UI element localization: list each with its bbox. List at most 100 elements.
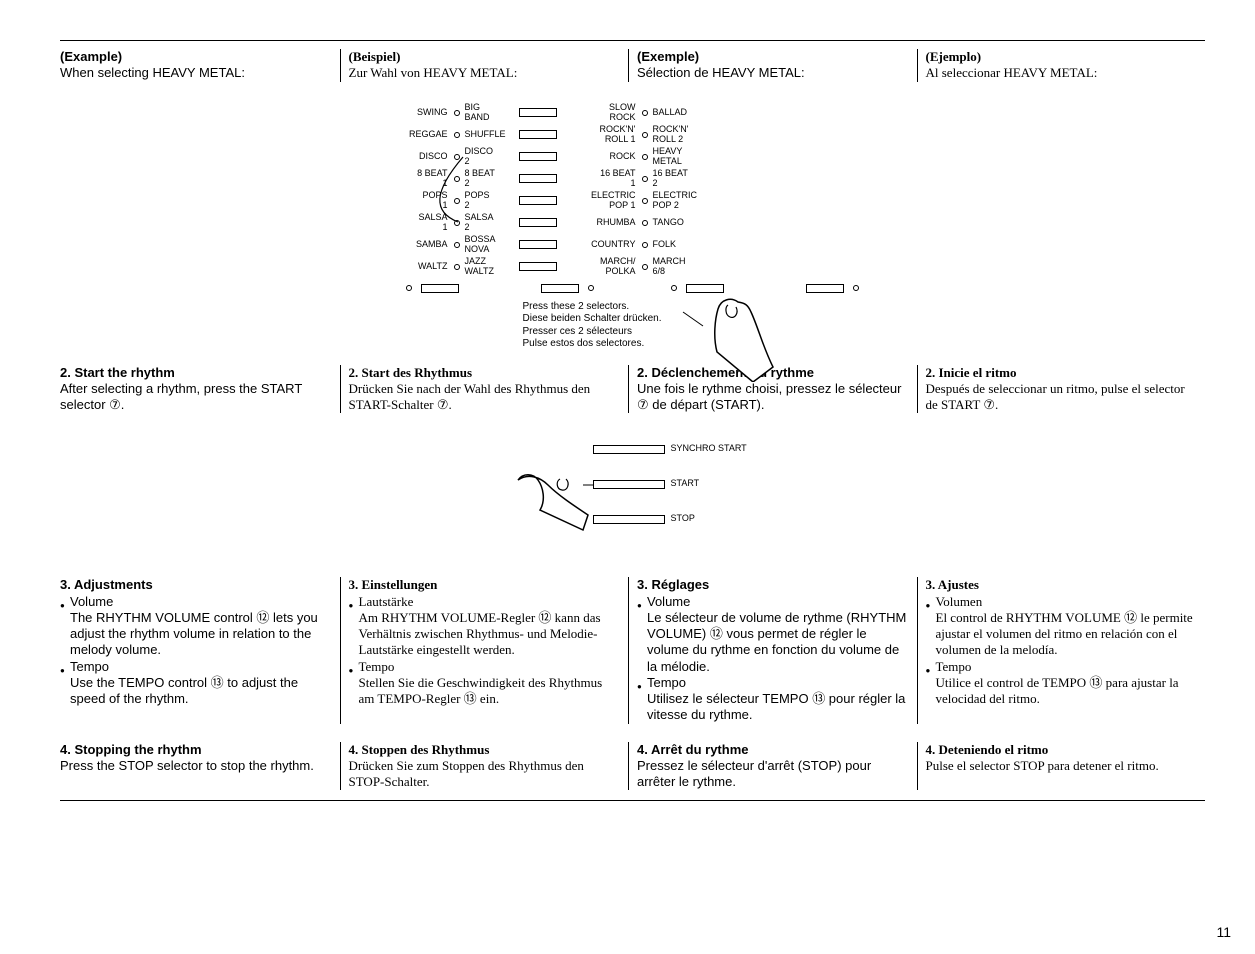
led-icon bbox=[454, 176, 460, 182]
example-head-fr: (Exemple) bbox=[637, 49, 909, 65]
rhythm-label: 16 BEAT 2 bbox=[651, 169, 701, 188]
example-sub-de: Zur Wahl von HEAVY METAL: bbox=[349, 65, 621, 81]
stop-label: STOP bbox=[671, 513, 695, 523]
vol-text: The RHYTHM VOLUME control ⑫ lets you adj… bbox=[60, 610, 332, 659]
step4-head: 4. Deteniendo el ritmo bbox=[926, 742, 1198, 758]
rhythm-label: SHUFFLE bbox=[463, 130, 513, 139]
rhythm-label: ROCK'N' ROLL 1 bbox=[591, 125, 639, 144]
bullet-icon bbox=[60, 594, 70, 610]
selector-button[interactable] bbox=[519, 196, 557, 205]
col-de: 3. Einstellungen Lautstärke Am RHYTHM VO… bbox=[340, 577, 629, 723]
col-fr: 4. Arrêt du rythme Pressez le sélecteur … bbox=[628, 742, 917, 791]
selector-button[interactable] bbox=[421, 284, 459, 293]
rhythm-label: ELECTRIC POP 2 bbox=[651, 191, 701, 210]
start-button[interactable] bbox=[593, 480, 665, 489]
led-icon bbox=[671, 285, 677, 291]
step2-text-de: Drücken Sie nach der Wahl des Rhythmus d… bbox=[349, 381, 621, 414]
rhythm-label: SWING bbox=[403, 108, 451, 117]
step3-row: 3. Adjustments Volume The RHYTHM VOLUME … bbox=[60, 577, 1205, 723]
led-icon bbox=[642, 242, 648, 248]
example-sub-en: When selecting HEAVY METAL: bbox=[60, 65, 332, 81]
rhythm-label: JAZZ WALTZ bbox=[463, 257, 513, 276]
selector-button[interactable] bbox=[541, 284, 579, 293]
led-icon bbox=[454, 242, 460, 248]
rhythm-label: MARCH 6/8 bbox=[651, 257, 701, 276]
led-icon bbox=[454, 220, 460, 226]
col-en: 2. Start the rhythm After selecting a rh… bbox=[60, 365, 340, 414]
rhythm-label: ROCK'N' ROLL 2 bbox=[651, 125, 701, 144]
selector-button[interactable] bbox=[519, 152, 557, 161]
led-icon bbox=[454, 198, 460, 204]
vol-head: Volumen bbox=[936, 594, 983, 610]
tempo-text: Utilice el control de TEMPO ⑬ para ajust… bbox=[926, 675, 1198, 708]
stop-button[interactable] bbox=[593, 515, 665, 524]
col-es: 2. Inicie el ritmo Después de selecciona… bbox=[917, 365, 1206, 414]
selector-row: SWINGBIG BANDSLOW ROCKBALLAD bbox=[403, 102, 863, 124]
col-en: 4. Stopping the rhythm Press the STOP se… bbox=[60, 742, 340, 791]
bullet-icon bbox=[926, 594, 936, 610]
step4-head: 4. Stopping the rhythm bbox=[60, 742, 332, 758]
selector-row: SAMBABOSSA NOVACOUNTRYFOLK bbox=[403, 234, 863, 256]
col-fr: 3. Réglages Volume Le sélecteur de volum… bbox=[628, 577, 917, 723]
selector-row: REGGAESHUFFLEROCK'N' ROLL 1ROCK'N' ROLL … bbox=[403, 124, 863, 146]
vol-head: Volume bbox=[70, 594, 113, 610]
example-row: (Example) When selecting HEAVY METAL: (B… bbox=[60, 49, 1205, 82]
vol-text: Am RHYTHM VOLUME-Regler ⑫ kann das Verhä… bbox=[349, 610, 621, 659]
selector-button[interactable] bbox=[519, 262, 557, 271]
selector-row: DISCODISCO 2ROCKHEAVY METAL bbox=[403, 146, 863, 168]
selector-button[interactable] bbox=[519, 174, 557, 183]
selector-button[interactable] bbox=[686, 284, 724, 293]
led-icon bbox=[588, 285, 594, 291]
tempo-head: Tempo bbox=[359, 659, 395, 675]
selector-button[interactable] bbox=[519, 130, 557, 139]
selector-button[interactable] bbox=[806, 284, 844, 293]
col-fr: (Exemple) Sélection de HEAVY METAL: bbox=[628, 49, 917, 82]
caption-line: Press these 2 selectors. bbox=[523, 301, 863, 314]
selector-button[interactable] bbox=[519, 218, 557, 227]
step2-text-fr: Une fois le rythme choisi, pressez le sé… bbox=[637, 381, 909, 414]
step3-head: 3. Réglages bbox=[637, 577, 909, 593]
tempo-head: Tempo bbox=[647, 675, 686, 691]
step4-text: Drücken Sie zum Stoppen des Rhythmus den… bbox=[349, 758, 621, 791]
led-icon bbox=[642, 110, 648, 116]
example-head-en: (Example) bbox=[60, 49, 332, 65]
rhythm-label: 8 BEAT 2 bbox=[463, 169, 513, 188]
step4-row: 4. Stopping the rhythm Press the STOP se… bbox=[60, 742, 1205, 791]
rhythm-label: FOLK bbox=[651, 240, 701, 249]
step2-text-es: Después de seleccionar un ritmo, pulse e… bbox=[926, 381, 1198, 414]
rhythm-label: BOSSA NOVA bbox=[463, 235, 513, 254]
step3-head: 3. Adjustments bbox=[60, 577, 332, 593]
caption-line: Presser ces 2 sélecteurs bbox=[523, 326, 863, 339]
example-head-es: (Ejemplo) bbox=[926, 49, 1198, 65]
rhythm-label: BIG BAND bbox=[463, 103, 513, 122]
synchro-start-button[interactable] bbox=[593, 445, 665, 454]
col-de: 2. Start des Rhythmus Drücken Sie nach d… bbox=[340, 365, 629, 414]
selector-bottom-row bbox=[403, 284, 863, 293]
selector-button[interactable] bbox=[519, 108, 557, 117]
caption-line: Pulse estos dos selectores. bbox=[523, 338, 863, 351]
selector-caption: Press these 2 selectors. Diese beiden Sc… bbox=[523, 301, 863, 351]
rhythm-label: ELECTRIC POP 1 bbox=[591, 191, 639, 210]
step4-text: Press the STOP selector to stop the rhyt… bbox=[60, 758, 332, 774]
rhythm-label: 16 BEAT 1 bbox=[591, 169, 639, 188]
rhythm-label: HEAVY METAL bbox=[651, 147, 701, 166]
start-label: START bbox=[671, 478, 700, 488]
vol-text: Le sélecteur de volume de rythme (RHYTHM… bbox=[637, 610, 909, 675]
col-de: 4. Stoppen des Rhythmus Drücken Sie zum … bbox=[340, 742, 629, 791]
rhythm-label: POPS 2 bbox=[463, 191, 513, 210]
rhythm-label: SLOW ROCK bbox=[591, 103, 639, 122]
rhythm-label: SAMBA bbox=[403, 240, 451, 249]
tempo-head: Tempo bbox=[936, 659, 972, 675]
col-en: (Example) When selecting HEAVY METAL: bbox=[60, 49, 340, 82]
step2-head-de: 2. Start des Rhythmus bbox=[349, 365, 621, 381]
led-icon bbox=[406, 285, 412, 291]
start-stop-diagram: SYNCHRO START START STOP bbox=[443, 435, 823, 555]
tempo-text: Stellen Sie die Geschwindigkeit des Rhyt… bbox=[349, 675, 621, 708]
selector-button[interactable] bbox=[519, 240, 557, 249]
bullet-icon bbox=[60, 659, 70, 675]
step2-head-es: 2. Inicie el ritmo bbox=[926, 365, 1198, 381]
tempo-text: Utilisez le sélecteur TEMPO ⑬ pour régle… bbox=[637, 691, 909, 724]
rhythm-label: 8 BEAT 1 bbox=[403, 169, 451, 188]
rhythm-label: SALSA 1 bbox=[403, 213, 451, 232]
bullet-icon bbox=[637, 675, 647, 691]
